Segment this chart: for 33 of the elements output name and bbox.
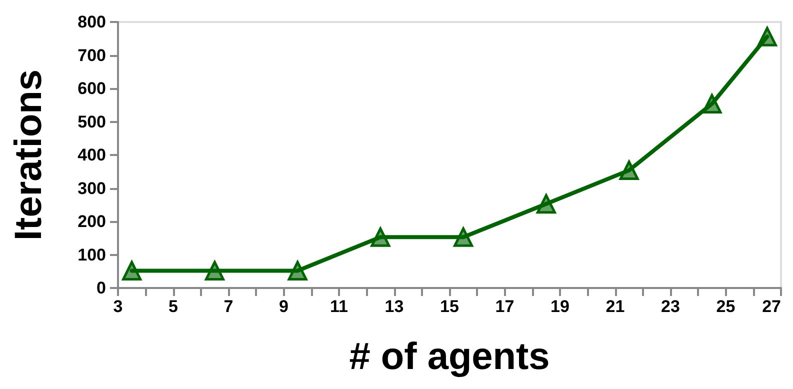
y-tick-label: 0 <box>96 278 106 298</box>
x-tick-label: 17 <box>495 297 514 316</box>
point <box>454 227 474 247</box>
x-tick-label: 13 <box>384 297 404 316</box>
x-tick-label: 23 <box>661 297 680 316</box>
x-tick-label: 27 <box>762 297 781 316</box>
x-tick-label: 9 <box>279 297 288 316</box>
x-tick-label: 25 <box>716 297 736 316</box>
y-tick-label: 400 <box>78 146 106 164</box>
x-tick-label: 7 <box>224 297 234 316</box>
x-tick-label: 3 <box>113 297 123 316</box>
y-tick-label: 100 <box>78 245 106 264</box>
x-tick-label: 19 <box>550 297 570 316</box>
x-tick-label: 15 <box>440 297 459 316</box>
y-tick-label: 500 <box>78 112 106 132</box>
point <box>204 260 224 280</box>
point <box>536 194 556 214</box>
point <box>702 94 722 114</box>
y-axis-title: Iterations <box>8 69 50 241</box>
y-tick-label: 300 <box>78 178 106 198</box>
x-axis-title: # of agents <box>349 336 550 378</box>
x-tick-label: 5 <box>168 297 178 316</box>
point <box>619 160 639 180</box>
point <box>370 227 390 247</box>
point <box>288 260 308 280</box>
point <box>757 26 777 46</box>
y-tick-label: 700 <box>78 46 106 65</box>
y-tick-label: 600 <box>78 79 106 98</box>
point <box>122 260 142 280</box>
x-tick-label: 11 <box>330 297 348 316</box>
x-tick-label: 21 <box>606 297 625 316</box>
y-tick-label: 800 <box>78 12 106 32</box>
y-tick-label: 200 <box>78 212 106 231</box>
